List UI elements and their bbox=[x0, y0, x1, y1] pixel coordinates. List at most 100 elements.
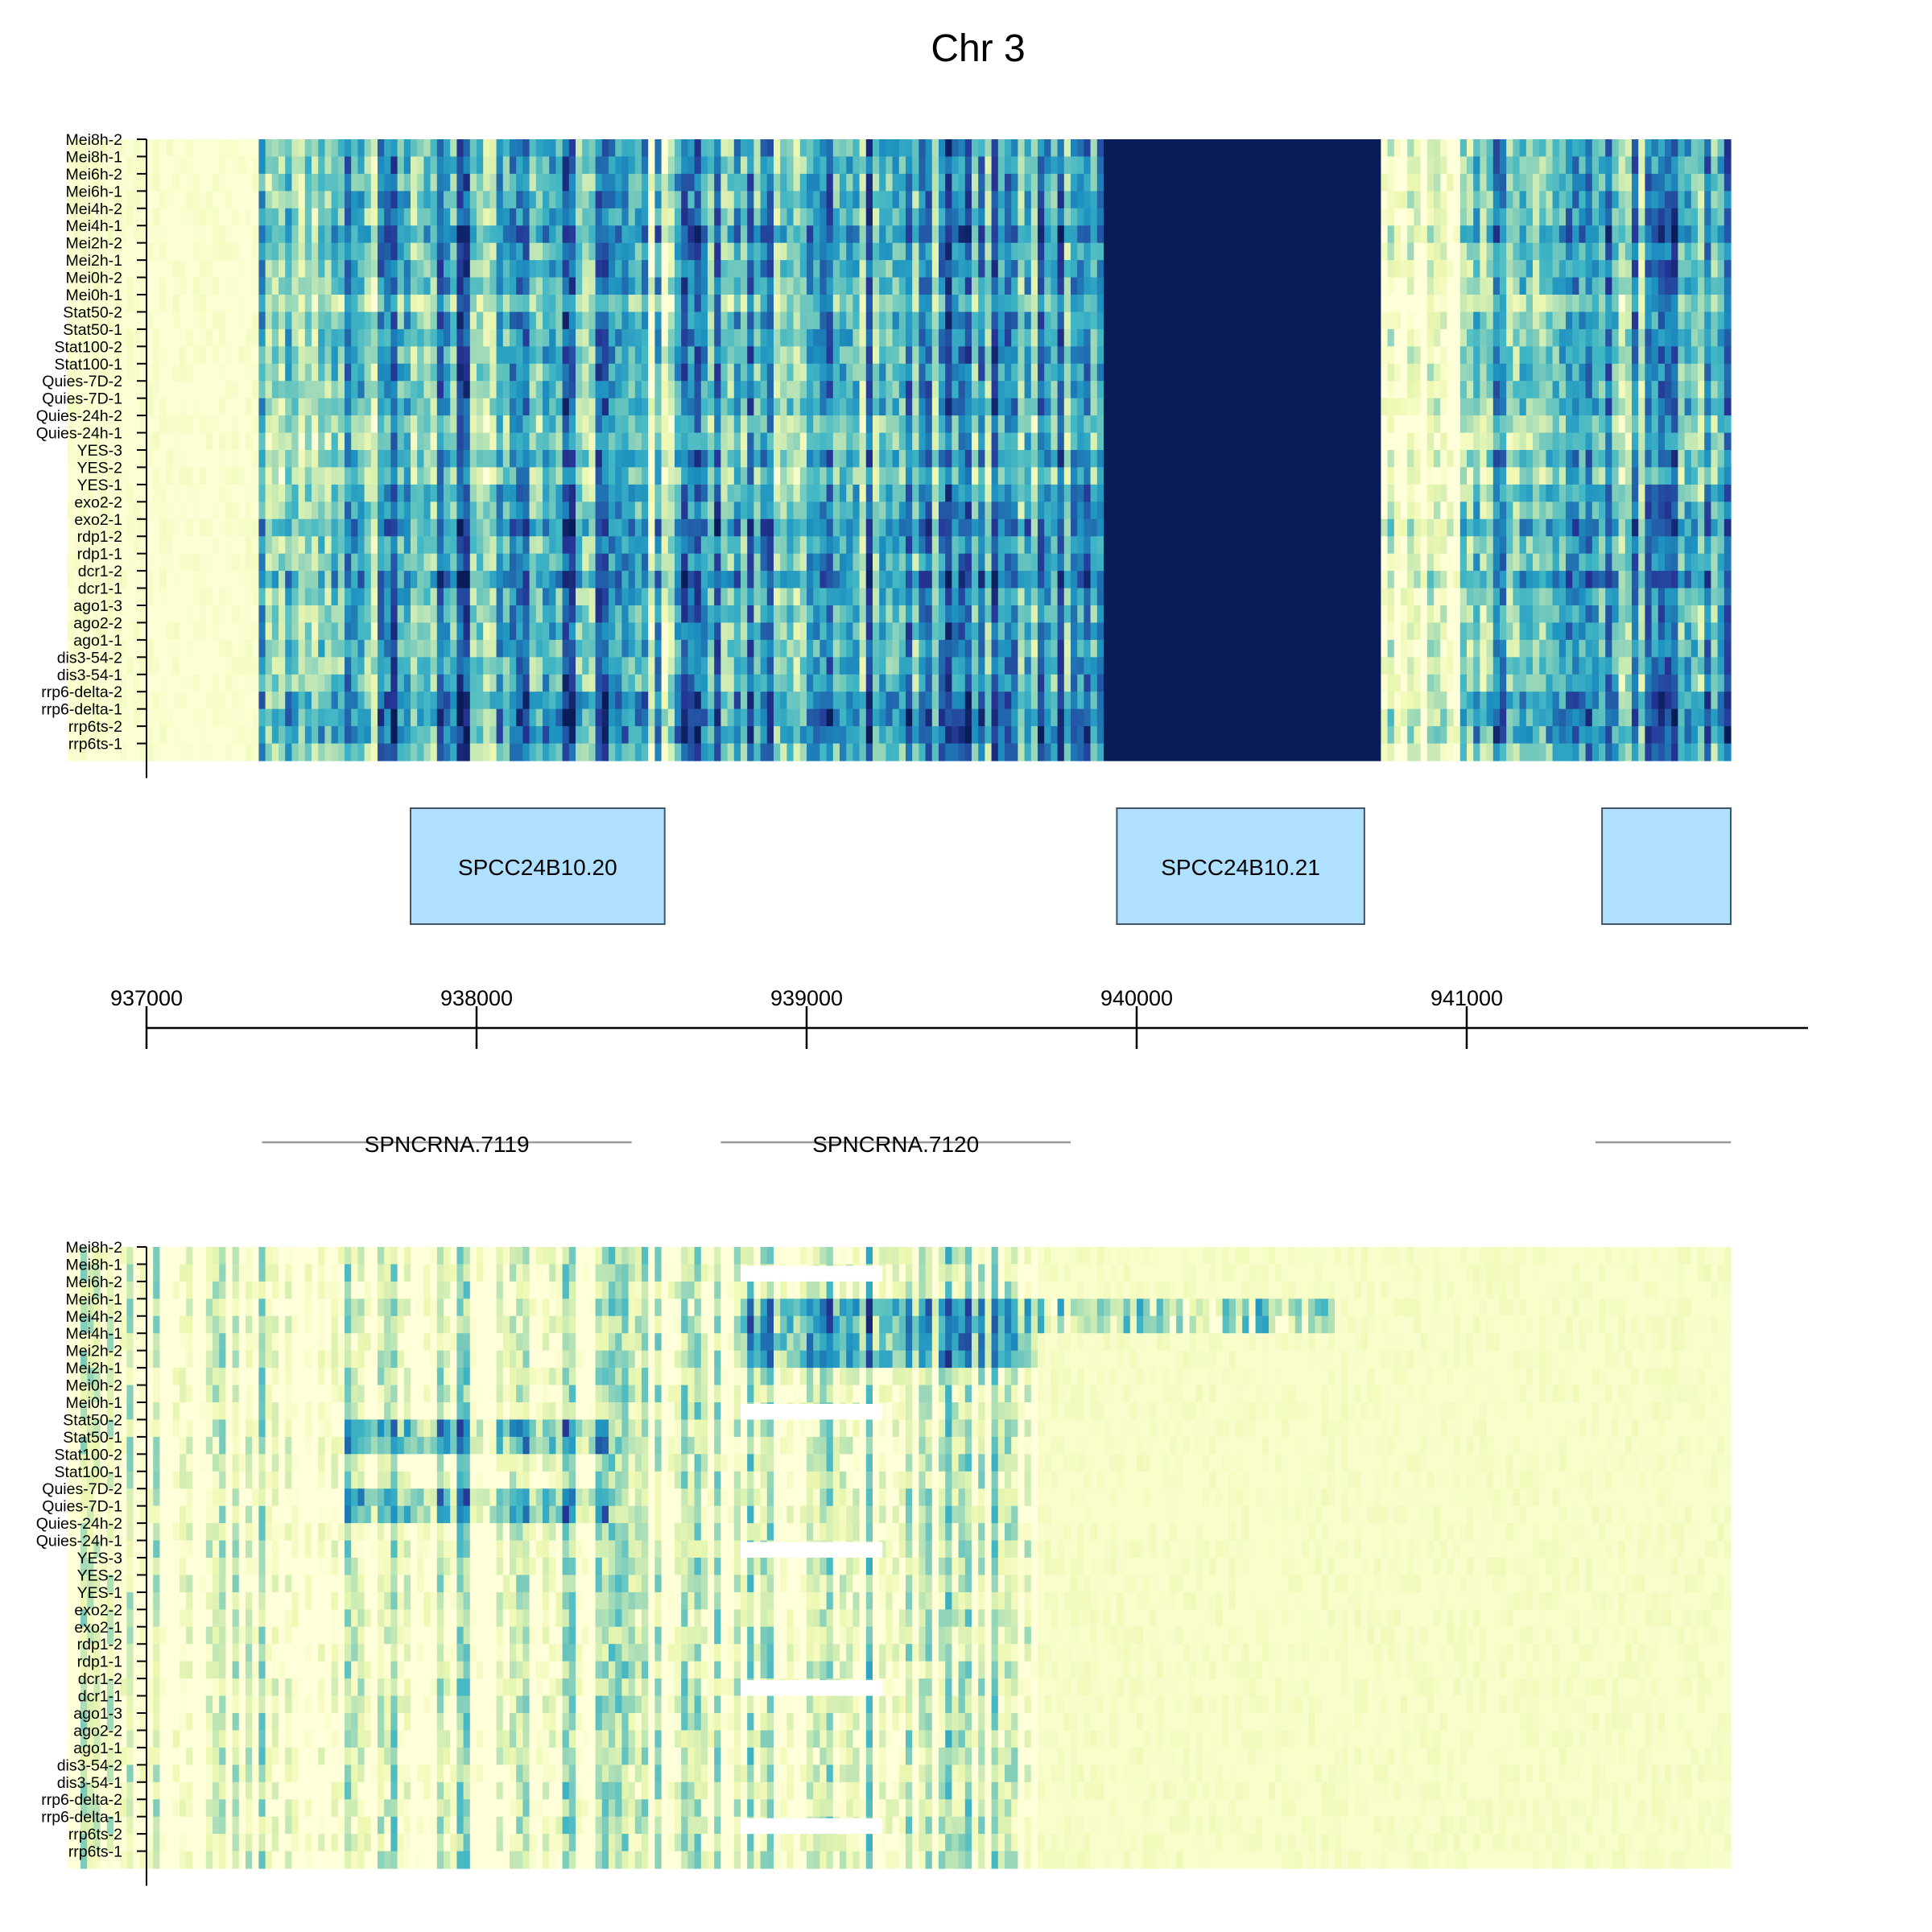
heatmap-cell bbox=[199, 432, 207, 451]
heatmap-cell bbox=[1242, 398, 1249, 416]
heatmap-cell bbox=[819, 363, 828, 382]
heatmap-cell bbox=[978, 295, 985, 312]
heatmap-cell bbox=[1605, 139, 1612, 157]
heatmap-cell bbox=[543, 363, 550, 382]
heatmap-cell bbox=[477, 260, 484, 279]
heatmap-cell bbox=[100, 156, 108, 175]
heatmap-cell bbox=[510, 312, 517, 330]
heatmap-cell bbox=[477, 346, 484, 365]
heatmap-cell bbox=[687, 450, 696, 468]
heatmap-cell bbox=[1566, 139, 1573, 157]
heatmap-cell bbox=[1393, 242, 1402, 261]
heatmap-cell bbox=[543, 191, 550, 209]
heatmap-cell bbox=[477, 467, 484, 485]
heatmap-cell bbox=[1585, 208, 1593, 226]
heatmap-cell bbox=[1572, 139, 1579, 157]
heatmap-cell bbox=[958, 208, 966, 226]
heatmap-cell bbox=[628, 277, 636, 295]
heatmap-cell bbox=[694, 260, 702, 279]
heatmap-cell bbox=[1591, 208, 1600, 226]
heatmap-cell bbox=[642, 346, 649, 365]
heatmap-cell bbox=[1453, 242, 1461, 261]
heatmap-cell bbox=[1401, 363, 1408, 382]
heatmap-cell bbox=[1618, 173, 1626, 192]
heatmap-cell bbox=[906, 398, 913, 416]
heatmap-cell bbox=[964, 191, 972, 209]
heatmap-cell bbox=[985, 173, 993, 192]
heatmap-cell bbox=[687, 415, 696, 434]
heatmap-cell bbox=[1414, 398, 1422, 416]
heatmap-cell bbox=[1209, 242, 1216, 261]
heatmap-cell bbox=[720, 363, 729, 382]
heatmap-cell bbox=[1374, 295, 1381, 312]
heatmap-cell bbox=[456, 242, 464, 261]
heatmap-cell bbox=[1228, 295, 1236, 312]
heatmap-cell bbox=[991, 328, 999, 347]
heatmap-cell bbox=[978, 432, 985, 451]
heatmap-cell bbox=[450, 328, 457, 347]
heatmap-cell bbox=[357, 173, 365, 192]
heatmap-cell bbox=[423, 467, 431, 485]
heatmap-cell bbox=[919, 398, 927, 416]
heatmap-cell bbox=[879, 242, 886, 261]
heatmap-cell bbox=[1533, 173, 1540, 192]
heatmap-cell bbox=[225, 156, 233, 175]
heatmap-cell bbox=[621, 381, 630, 399]
heatmap-cell bbox=[1327, 415, 1335, 434]
heatmap-cell bbox=[919, 156, 927, 175]
heatmap-cell bbox=[1480, 346, 1488, 365]
heatmap-cell bbox=[958, 346, 966, 365]
heatmap-cell bbox=[489, 277, 497, 295]
heatmap-cell bbox=[1294, 242, 1302, 261]
heatmap-cell bbox=[133, 208, 141, 226]
heatmap-cell bbox=[576, 208, 583, 226]
heatmap-cell bbox=[1024, 277, 1032, 295]
heatmap-cell bbox=[865, 467, 873, 485]
heatmap-cell bbox=[1348, 242, 1356, 261]
heatmap-cell bbox=[364, 346, 372, 365]
heatmap-cell bbox=[1090, 242, 1098, 261]
heatmap-cell bbox=[1459, 328, 1468, 347]
heatmap-cell bbox=[1348, 173, 1356, 192]
heatmap-cell bbox=[945, 225, 952, 244]
heatmap-cell bbox=[87, 225, 94, 244]
heatmap-cell bbox=[687, 156, 696, 175]
heatmap-cell bbox=[1137, 398, 1144, 416]
heatmap-cell bbox=[166, 208, 174, 226]
heatmap-cell bbox=[1513, 328, 1521, 347]
heatmap-cell bbox=[595, 225, 603, 244]
heatmap-cell bbox=[1189, 295, 1197, 312]
heatmap-cell bbox=[172, 277, 180, 295]
heatmap-cell bbox=[799, 467, 807, 485]
heatmap-cell bbox=[601, 467, 609, 485]
heatmap-cell bbox=[753, 432, 762, 451]
heatmap-cell bbox=[192, 432, 200, 451]
heatmap-cell bbox=[477, 242, 484, 261]
heatmap-cell bbox=[1393, 225, 1402, 244]
heatmap-cell bbox=[1591, 156, 1600, 175]
heatmap-cell bbox=[430, 312, 438, 330]
heatmap-cell bbox=[654, 295, 663, 312]
heatmap-cell bbox=[786, 225, 795, 244]
heatmap-cell bbox=[766, 398, 774, 416]
heatmap-cell bbox=[1189, 432, 1197, 451]
heatmap-cell bbox=[1467, 312, 1474, 330]
heatmap-cell bbox=[436, 242, 444, 261]
heatmap-cell bbox=[1242, 328, 1249, 347]
heatmap-cell bbox=[958, 295, 966, 312]
heatmap-cell bbox=[886, 242, 894, 261]
heatmap-cell bbox=[1381, 225, 1389, 244]
heatmap-cell bbox=[364, 415, 372, 434]
heatmap-cell bbox=[661, 328, 669, 347]
heatmap-cell bbox=[1645, 139, 1653, 157]
heatmap-cell bbox=[258, 208, 266, 226]
heatmap-cell bbox=[1255, 242, 1263, 261]
heatmap-cell bbox=[312, 139, 319, 157]
heatmap-cell bbox=[1360, 139, 1368, 157]
heatmap-cell bbox=[675, 432, 682, 451]
heatmap-cell bbox=[549, 467, 556, 485]
heatmap-cell bbox=[469, 450, 477, 468]
heatmap-cell bbox=[304, 139, 312, 157]
heatmap-cell bbox=[991, 191, 999, 209]
heatmap-cell bbox=[351, 381, 358, 399]
